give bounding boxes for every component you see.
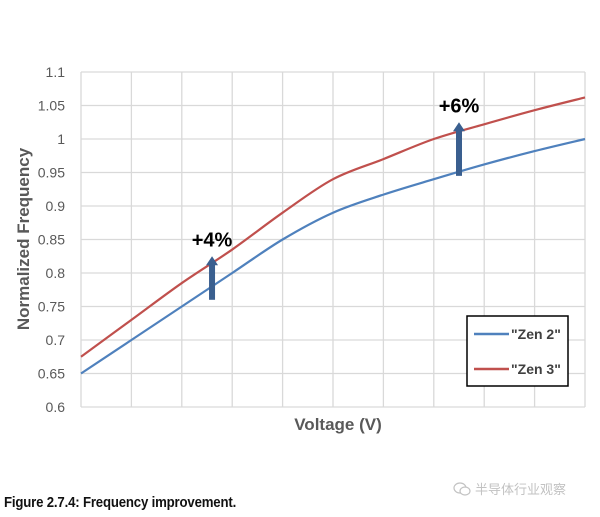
- y-tick-label: 1.1: [46, 64, 66, 80]
- y-tick-label: 0.65: [38, 366, 65, 382]
- series-line-zen3: [80, 96, 586, 358]
- y-tick-label: 0.85: [38, 232, 65, 248]
- arrow-shaft: [209, 263, 216, 300]
- annotation-label: +6%: [439, 95, 480, 117]
- up-arrow-icon: [206, 256, 219, 266]
- arrow-shaft: [456, 129, 462, 176]
- y-tick-label: 0.75: [38, 299, 65, 315]
- grid-lines: [80, 71, 586, 408]
- legend: "Zen 2" "Zen 3": [466, 315, 569, 387]
- y-tick-label: 1: [57, 131, 65, 147]
- y-tick-label: 0.6: [46, 399, 66, 415]
- series-line-zen2: [80, 137, 586, 375]
- legend-label-zen2: "Zen 2": [511, 326, 561, 342]
- y-tick-label: 0.9: [46, 198, 66, 214]
- watermark-text: 半导体行业观察: [475, 483, 567, 498]
- data-series: [80, 96, 586, 375]
- x-axis-title: Voltage (V): [294, 415, 382, 434]
- figure-caption: Figure 2.7.4: Frequency improvement.: [4, 494, 237, 511]
- annotations: +4% +6%: [192, 95, 480, 300]
- up-arrow-icon: [453, 122, 465, 132]
- y-axis-title: Normalized Frequency: [14, 147, 33, 330]
- wechat-icon: [453, 481, 471, 496]
- y-axis-ticks: 0.6 0.65 0.7 0.75 0.8 0.85 0.9 0.95 1 1.05 1.1: [38, 64, 65, 415]
- y-tick-label: 0.95: [38, 165, 65, 181]
- watermark: 半导体行业观察: [453, 479, 566, 498]
- legend-label-zen3: "Zen 3": [511, 361, 561, 377]
- y-tick-label: 0.8: [46, 265, 66, 281]
- y-tick-label: 1.05: [38, 98, 65, 114]
- y-tick-label: 0.7: [46, 332, 66, 348]
- annotation-label: +4%: [192, 229, 233, 251]
